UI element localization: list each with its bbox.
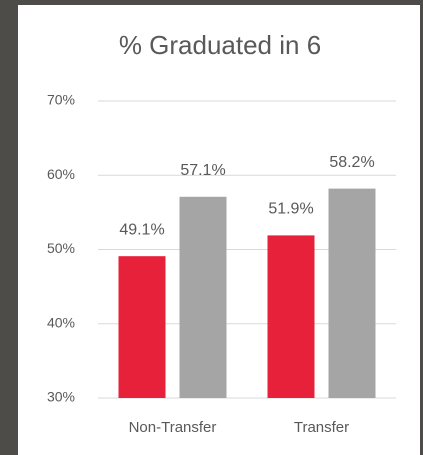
bar <box>179 196 227 398</box>
y-tick-label: 30% <box>47 389 75 405</box>
bar <box>328 188 376 398</box>
data-label: 57.1% <box>180 162 225 179</box>
y-tick-label: 50% <box>47 240 75 256</box>
y-tick-label: 60% <box>47 166 75 182</box>
x-tick-label: Non-Transfer <box>129 419 217 436</box>
data-label: 58.2% <box>329 154 374 171</box>
y-tick-label: 70% <box>47 92 75 108</box>
bar <box>118 256 166 398</box>
bar <box>267 235 315 398</box>
x-tick-label: Transfer <box>294 419 349 436</box>
data-label: 49.1% <box>119 221 164 238</box>
chart-title: % Graduated in 6 <box>119 30 321 60</box>
y-tick-label: 40% <box>47 314 75 330</box>
data-label: 51.9% <box>268 201 313 218</box>
